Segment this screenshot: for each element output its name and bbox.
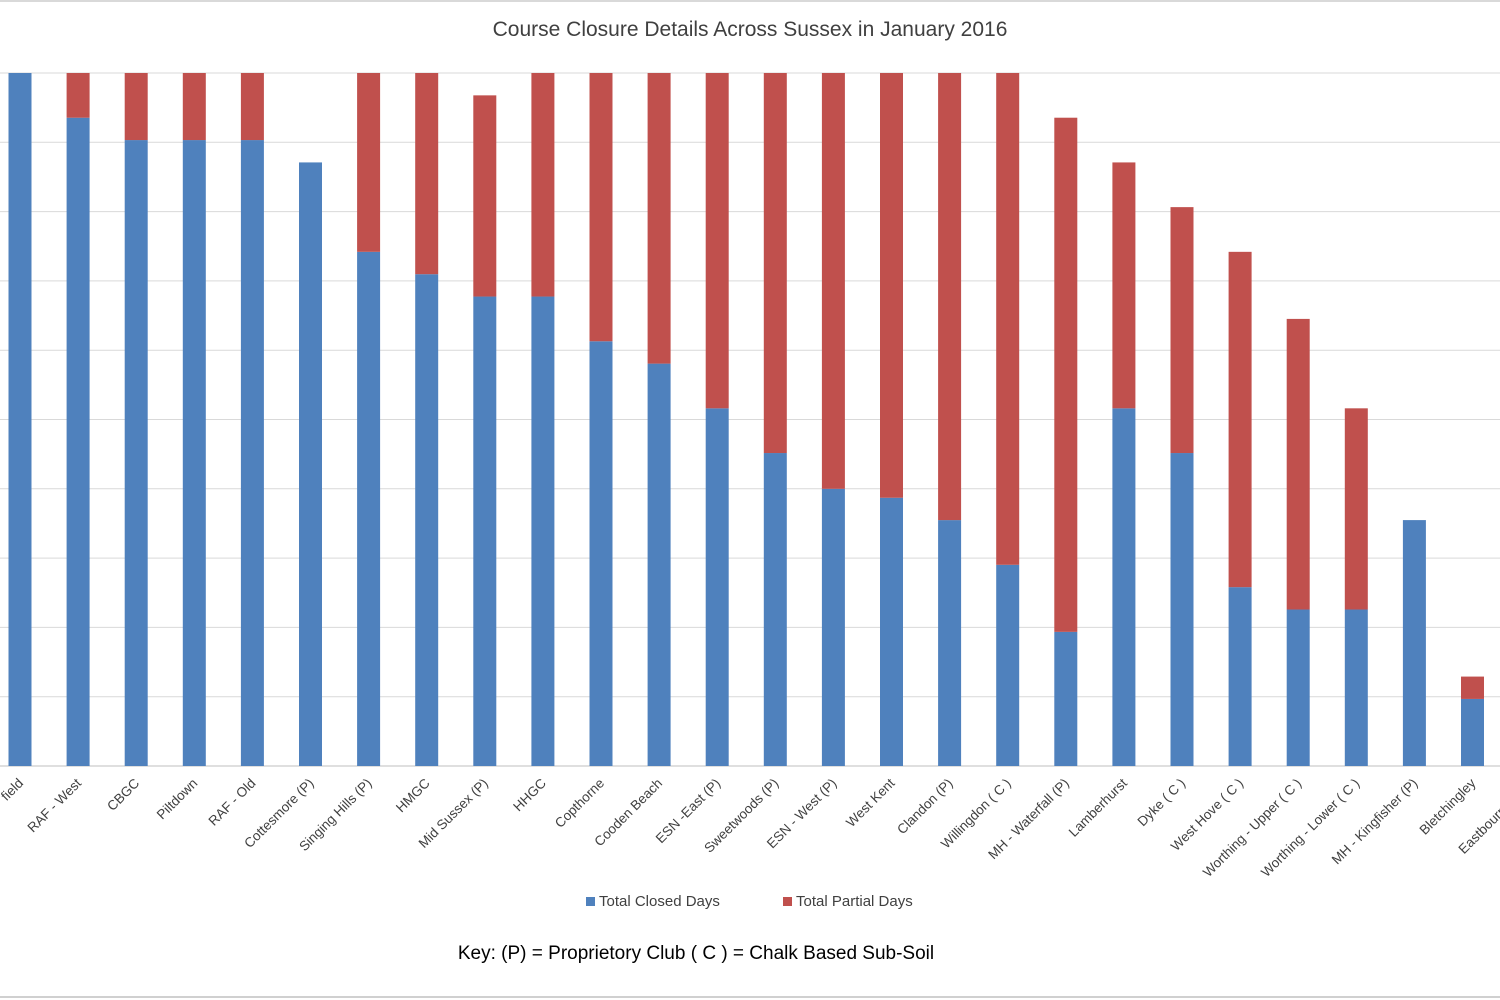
bar-closed-23 <box>1344 609 1368 766</box>
key-note: Key: (P) = Proprietory Club ( C ) = Chal… <box>457 943 935 964</box>
bar-closed-20 <box>1170 453 1194 766</box>
bar-partial-23 <box>1344 408 1368 610</box>
bar-closed-5 <box>299 162 322 766</box>
bar-partial-14 <box>821 73 845 489</box>
bar-partial-11 <box>647 73 671 364</box>
bar-partial-6 <box>357 73 381 252</box>
bar-partial-15 <box>880 73 903 498</box>
legend-label-partial: Total Partial Days <box>796 893 913 910</box>
legend-swatch-closed <box>586 897 595 906</box>
bar-closed-6 <box>357 251 381 766</box>
tick-label-9: HHGC <box>510 775 549 814</box>
tick-label-23: Worthing - Lower ( C ) <box>1258 776 1362 880</box>
bar-partial-2 <box>124 73 148 141</box>
bar-partial-10 <box>589 73 613 342</box>
bar-partial-1 <box>66 73 90 118</box>
tick-label-22: Worthing - Upper ( C ) <box>1200 776 1304 880</box>
bar-closed-8 <box>473 296 497 766</box>
bar-closed-1 <box>66 117 90 767</box>
bar-partial-3 <box>182 73 206 141</box>
bar-closed-12 <box>705 408 729 766</box>
bar-partial-8 <box>473 95 497 297</box>
tick-label-15: West Kent <box>843 775 898 830</box>
bar-partial-4 <box>240 73 264 141</box>
chart-frame-bottom <box>0 996 1500 998</box>
bar-partial-12 <box>705 73 729 409</box>
tick-label-7: HMGC <box>393 775 433 815</box>
chart-frame-top <box>0 0 1500 2</box>
bar-closed-10 <box>589 341 613 766</box>
legend-item-partial: Total Partial Days <box>783 893 913 910</box>
legend-label-closed: Total Closed Days <box>599 893 720 910</box>
bar-closed-7 <box>415 274 439 766</box>
bar-partial-7 <box>415 73 439 275</box>
bar-closed-22 <box>1286 609 1310 766</box>
tick-label-0: field <box>0 776 26 804</box>
bar-partial-19 <box>1112 162 1136 409</box>
bar-closed-4 <box>240 140 264 766</box>
bar-closed-3 <box>182 140 206 766</box>
tick-label-2: CBGC <box>104 775 142 813</box>
bar-closed-11 <box>647 363 671 766</box>
bar-closed-24 <box>1402 520 1426 766</box>
bar-partial-13 <box>763 73 787 454</box>
bar-partial-25 <box>1461 676 1484 699</box>
bar-closed-21 <box>1228 587 1252 766</box>
bar-closed-14 <box>821 488 845 766</box>
bar-series <box>8 73 1484 767</box>
tick-label-10: Copthorne <box>552 776 607 831</box>
bar-closed-15 <box>880 497 903 766</box>
bar-closed-18 <box>1054 631 1078 766</box>
bar-closed-0 <box>8 73 32 766</box>
tick-label-4: RAF - Old <box>205 776 258 829</box>
tick-label-25: Bletchingley <box>1417 775 1479 837</box>
bar-partial-16 <box>938 73 962 521</box>
tick-label-16: Clandon (P) <box>894 776 956 838</box>
bar-partial-22 <box>1286 318 1310 610</box>
bar-partial-21 <box>1228 251 1252 588</box>
legend-swatch-partial <box>783 897 792 906</box>
bar-closed-25 <box>1461 698 1484 766</box>
tick-label-20: Dyke ( C ) <box>1135 776 1189 830</box>
bar-partial-17 <box>996 73 1020 565</box>
bar-closed-16 <box>938 520 962 766</box>
legend-item-closed: Total Closed Days <box>586 893 720 910</box>
gridlines <box>0 72 1500 767</box>
tick-label-3: Piltdown <box>154 776 201 823</box>
bar-closed-13 <box>763 453 787 766</box>
tick-label-1: RAF - West <box>24 775 84 835</box>
bar-partial-9 <box>531 73 555 297</box>
chart-title: Course Closure Details Across Sussex in … <box>492 18 1008 41</box>
bar-closed-19 <box>1112 408 1136 766</box>
bar-closed-2 <box>124 140 148 766</box>
bar-closed-17 <box>996 564 1020 766</box>
tick-label-19: Lamberhurst <box>1066 775 1130 839</box>
bar-partial-18 <box>1054 117 1078 632</box>
bar-closed-9 <box>531 296 555 766</box>
bar-partial-20 <box>1170 207 1194 454</box>
